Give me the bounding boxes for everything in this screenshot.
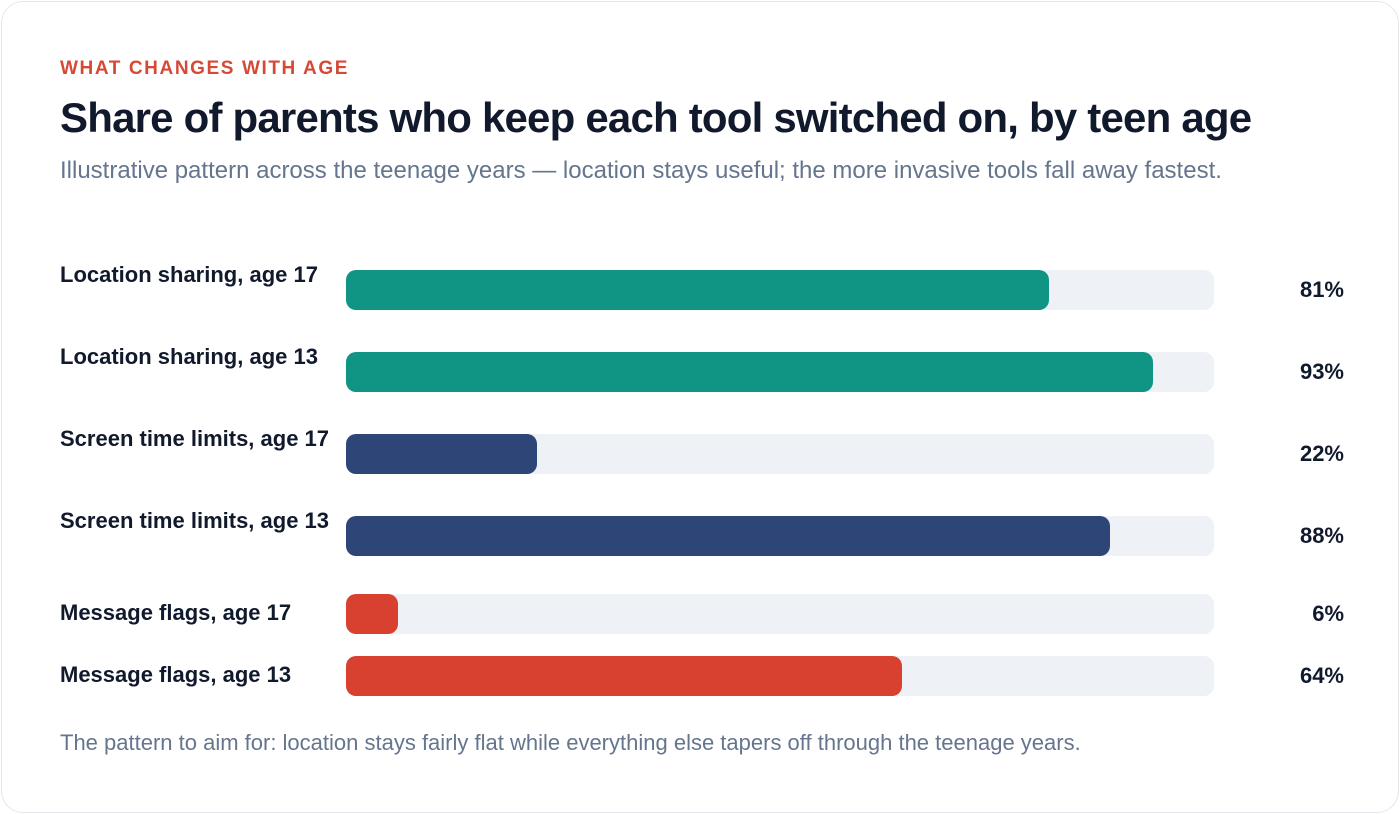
bar-fill: [346, 594, 398, 634]
bar-fill: [346, 656, 902, 696]
bar-label: Message flags, age 17: [60, 600, 292, 625]
eyebrow-label: WHAT CHANGES WITH AGE: [60, 58, 350, 79]
bar-fill: [346, 270, 1049, 310]
bar-track: [346, 434, 1214, 474]
bar-row: Location sharing, age 17 81%: [60, 262, 1350, 310]
bar-row: Message flags, age 17 6%: [60, 594, 1350, 634]
bar-value-label: 64%: [1299, 663, 1344, 688]
bar-label: Location sharing, age 17: [60, 262, 318, 287]
bar-value-label: 81%: [1299, 277, 1344, 302]
bar-track: [346, 516, 1214, 556]
bar-value-label: 88%: [1299, 523, 1344, 548]
bar-fill: [346, 516, 1110, 556]
bar-label: Location sharing, age 13: [60, 344, 318, 369]
bar-row: Message flags, age 13 64%: [60, 656, 1350, 696]
bar-value-label: 93%: [1299, 359, 1344, 384]
bar-fill: [346, 352, 1153, 392]
bar-track: [346, 594, 1214, 634]
bar-track: [346, 270, 1214, 310]
chart-footnote: The pattern to aim for: location stays f…: [60, 730, 1081, 755]
bar-fill: [346, 434, 537, 474]
bar-value-label: 22%: [1299, 441, 1344, 466]
chart-subtitle: Illustrative pattern across the teenage …: [60, 157, 1222, 184]
bar-row: Screen time limits, age 13 88%: [60, 508, 1350, 556]
bar-track: [346, 352, 1214, 392]
bar-row: Screen time limits, age 17 22%: [60, 426, 1350, 474]
chart-title: Share of parents who keep each tool swit…: [60, 94, 1252, 141]
bar-value-label: 6%: [1312, 601, 1344, 626]
bar-track: [346, 656, 1214, 696]
bar-row: Location sharing, age 13 93%: [60, 344, 1350, 392]
bar-label: Screen time limits, age 17: [60, 426, 330, 451]
bar-label: Screen time limits, age 13: [60, 508, 330, 533]
bar-label: Message flags, age 13: [60, 662, 292, 687]
